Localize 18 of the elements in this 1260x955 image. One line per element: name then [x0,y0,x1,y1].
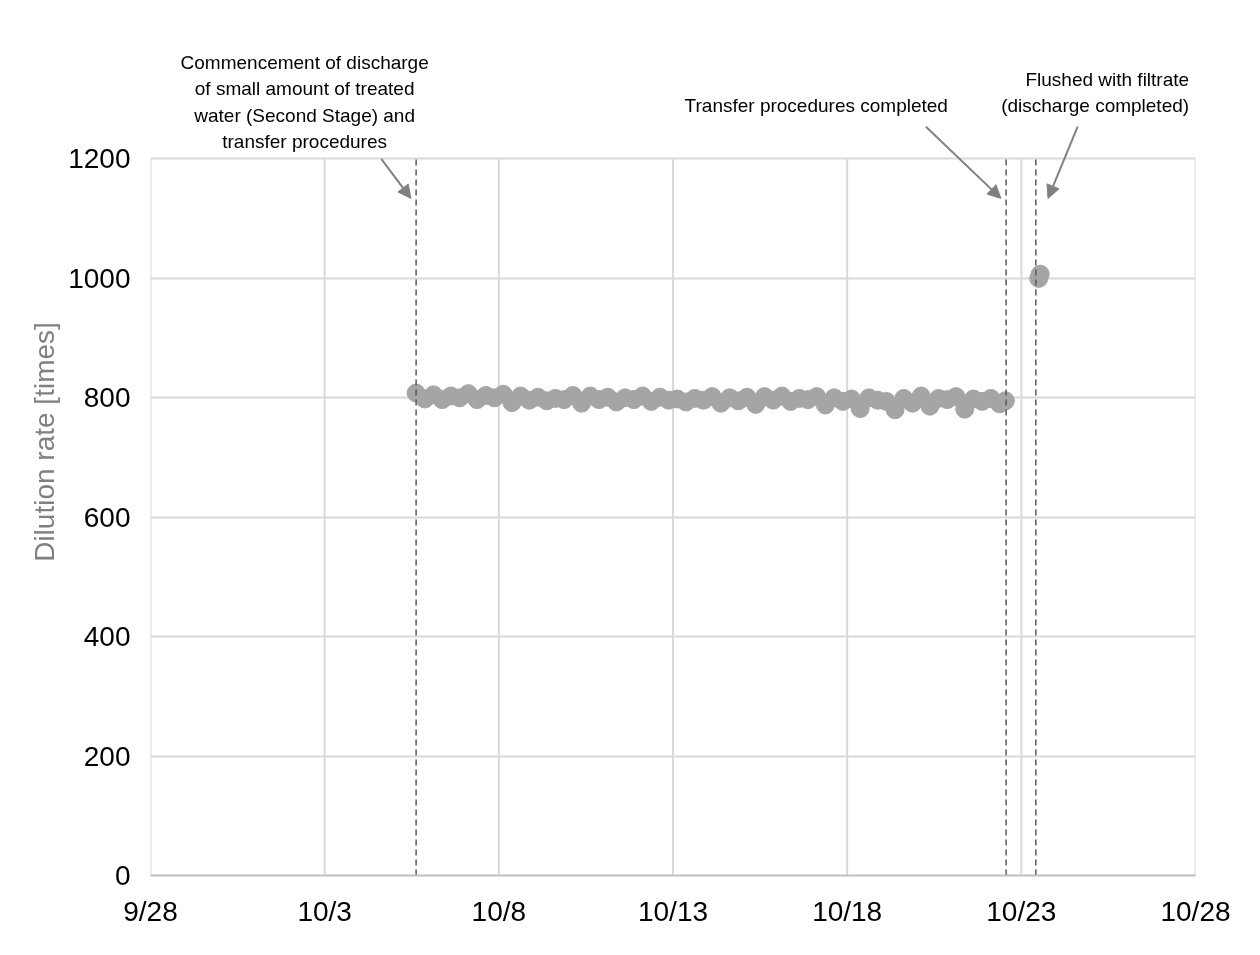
y-tick-label: 800 [83,382,131,414]
y-tick-label: 1200 [68,143,131,175]
x-tick-label: 10/8 [471,895,527,927]
y-tick-label: 1000 [68,262,131,294]
x-tick-label: 10/18 [812,895,883,927]
ref-line-label: Transfer procedures completed [684,94,948,116]
y-tick-label: 200 [83,740,131,772]
y-tick-label: 400 [83,621,131,653]
y-tick-label: 600 [83,501,131,533]
ref-line-label: Commencement of discharge of small amount of treated water (Second Stage) and transfer procedures [180,52,429,152]
x-tick-label: 10/3 [297,895,352,927]
x-tick-label: 9/28 [123,895,178,927]
y-axis-title: Dilution rate [times] [29,322,61,562]
x-tick-label: 10/23 [986,895,1057,927]
x-tick-label: 10/13 [637,895,709,927]
x-tick-label: 10/28 [1160,895,1231,927]
y-tick-label: 0 [114,860,131,891]
ref-line-label: Flushed with filtrate (discharge completed) [1001,68,1190,116]
